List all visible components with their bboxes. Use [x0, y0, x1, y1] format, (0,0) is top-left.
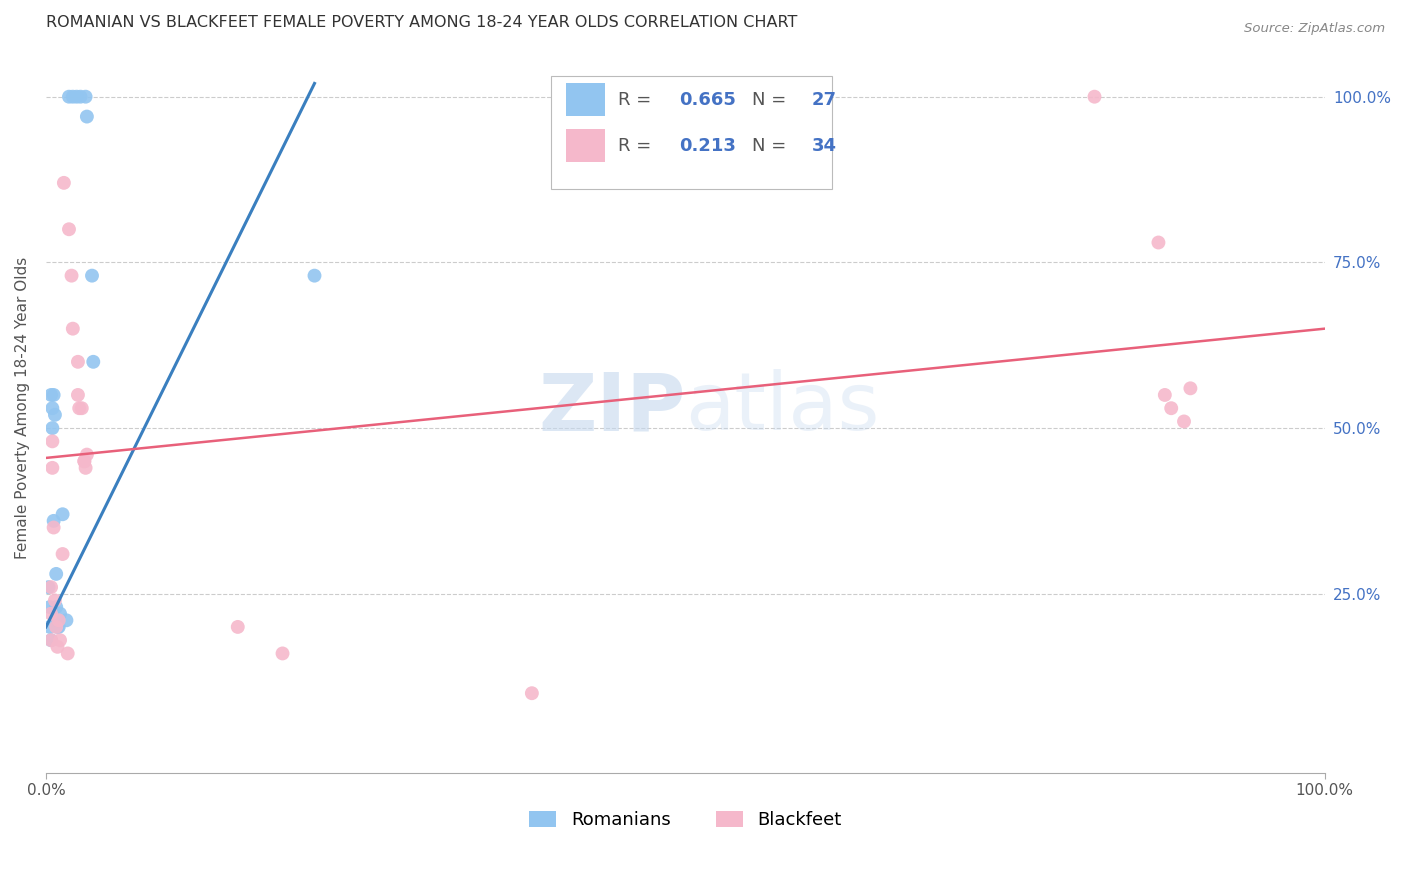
Point: [45, 620, 67, 634]
Text: R =: R =: [617, 136, 657, 154]
Text: 0.213: 0.213: [679, 136, 735, 154]
Point: [62, 89, 84, 103]
Point: [70, 401, 93, 416]
Point: [1083, 89, 1105, 103]
Point: [1160, 401, 1182, 416]
Point: [42, 388, 65, 402]
Point: [66, 355, 89, 369]
Text: ROMANIAN VS BLACKFEET FEMALE POVERTY AMONG 18-24 YEAR OLDS CORRELATION CHART: ROMANIAN VS BLACKFEET FEMALE POVERTY AMO…: [46, 15, 797, 30]
Point: [49, 633, 72, 648]
Point: [52, 547, 75, 561]
Point: [76, 110, 98, 124]
Point: [226, 620, 249, 634]
Text: Source: ZipAtlas.com: Source: ZipAtlas.com: [1244, 22, 1385, 36]
Point: [39, 388, 62, 402]
Point: [66, 388, 89, 402]
Point: [520, 686, 543, 700]
Point: [62, 321, 84, 335]
Point: [1147, 235, 1170, 250]
Point: [38, 620, 60, 634]
Point: [45, 566, 67, 581]
Point: [38, 580, 60, 594]
Point: [45, 600, 67, 615]
Text: 27: 27: [811, 91, 837, 109]
Point: [46, 620, 69, 634]
Point: [80, 268, 103, 283]
Point: [38, 600, 60, 615]
Text: atlas: atlas: [685, 369, 880, 447]
Legend: Romanians, Blackfeet: Romanians, Blackfeet: [522, 804, 849, 837]
Text: N =: N =: [752, 136, 792, 154]
Text: R =: R =: [617, 91, 657, 109]
Point: [41, 421, 63, 435]
Point: [82, 355, 104, 369]
Point: [1180, 381, 1202, 395]
Y-axis label: Female Poverty Among 18-24 Year Olds: Female Poverty Among 18-24 Year Olds: [15, 257, 30, 559]
FancyBboxPatch shape: [567, 83, 605, 116]
Point: [44, 593, 66, 607]
Point: [56, 647, 79, 661]
Point: [67, 401, 90, 416]
Point: [1153, 388, 1175, 402]
Point: [39, 607, 62, 621]
Point: [76, 448, 98, 462]
Point: [55, 613, 77, 627]
Point: [60, 268, 83, 283]
Point: [41, 401, 63, 416]
Point: [58, 222, 80, 236]
Point: [48, 613, 70, 627]
Point: [42, 520, 65, 534]
Point: [52, 508, 75, 522]
Point: [48, 620, 70, 634]
Point: [41, 434, 63, 449]
Point: [69, 89, 91, 103]
Point: [39, 633, 62, 648]
Point: [49, 607, 72, 621]
Point: [39, 580, 62, 594]
Point: [58, 89, 80, 103]
Text: 34: 34: [811, 136, 837, 154]
Point: [42, 514, 65, 528]
Point: [73, 454, 96, 468]
Point: [304, 268, 326, 283]
Point: [75, 461, 97, 475]
Text: ZIP: ZIP: [538, 369, 685, 447]
Point: [271, 647, 294, 661]
Point: [66, 89, 89, 103]
Point: [52, 176, 75, 190]
Text: N =: N =: [752, 91, 792, 109]
Point: [46, 640, 69, 654]
Point: [39, 633, 62, 648]
Point: [41, 461, 63, 475]
Point: [44, 408, 66, 422]
Point: [46, 613, 69, 627]
Text: 0.665: 0.665: [679, 91, 735, 109]
FancyBboxPatch shape: [551, 77, 832, 189]
Point: [1173, 414, 1195, 428]
Point: [73, 454, 96, 468]
FancyBboxPatch shape: [567, 129, 605, 161]
Point: [75, 89, 97, 103]
